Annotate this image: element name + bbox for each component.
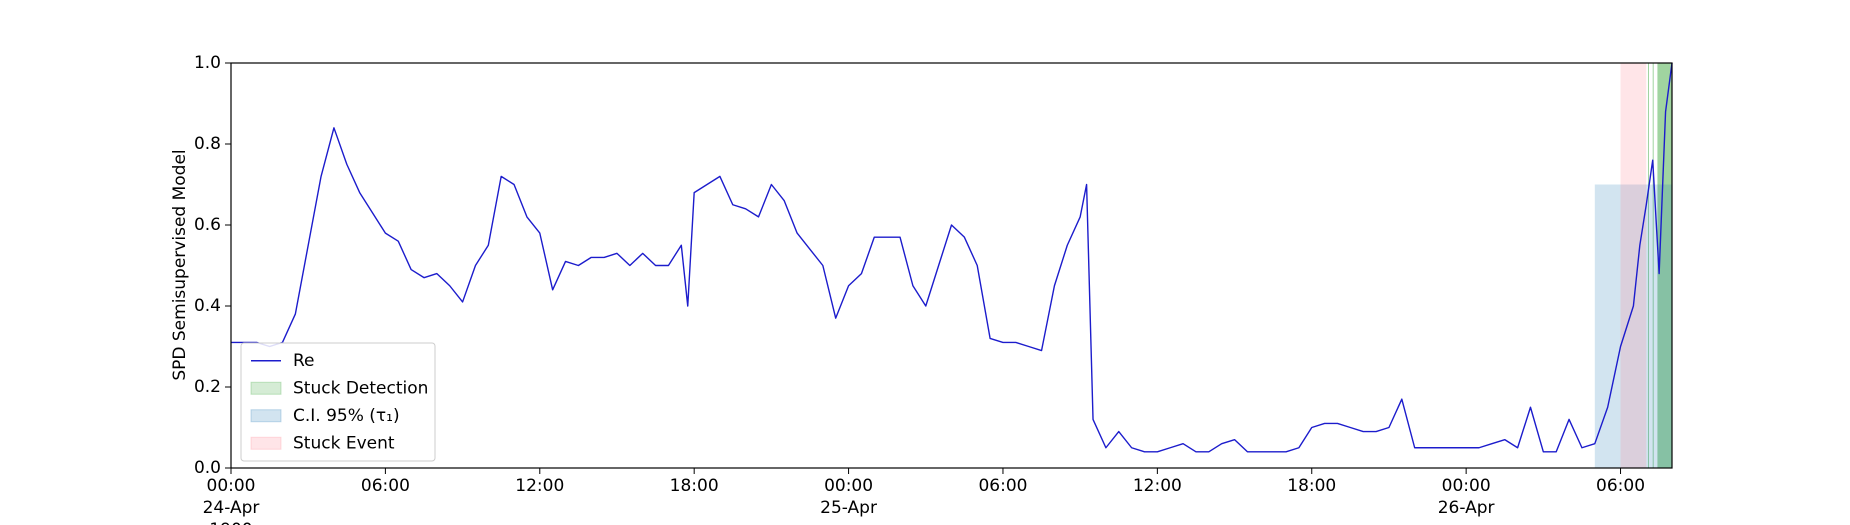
- axes-frame: [230, 62, 1673, 469]
- span: [1594, 184, 1672, 468]
- legend-patch: [250, 436, 282, 450]
- x-tick-label: 06:00: [978, 476, 1027, 496]
- x-tick-label: 06:00: [361, 476, 410, 496]
- span: [1657, 63, 1672, 468]
- y-tick-label: 0.6: [194, 215, 221, 235]
- x-tick-label: 00:00 26-Apr: [1438, 476, 1495, 518]
- x-tick-label: 12:00: [1133, 476, 1182, 496]
- span: [1652, 63, 1654, 468]
- span: [1620, 63, 1647, 468]
- y-tick-label: 1.0: [194, 53, 221, 73]
- y-tick-label: 0.8: [194, 134, 221, 154]
- legend-label: C.I. 95% (τ₁): [293, 406, 400, 426]
- y-axis-label: SPD Semisupervised Model: [170, 149, 190, 380]
- legend-patch: [250, 381, 282, 395]
- x-tick-label: 18:00: [670, 476, 719, 496]
- legend-label: Re: [293, 351, 315, 371]
- legend-label: Stuck Detection: [293, 378, 428, 398]
- y-tick-label: 0.2: [194, 377, 221, 397]
- legend-patch: [250, 409, 282, 423]
- span: [1647, 63, 1649, 468]
- x-tick-label: 06:00: [1596, 476, 1645, 496]
- x-tick-label: 18:00: [1287, 476, 1336, 496]
- line-series: [231, 62, 1673, 453]
- legend: Re Stuck Detection C.I. 95% (τ₁) Stuck Even…: [240, 342, 436, 462]
- y-tick-label: 0.4: [194, 296, 221, 316]
- x-tick-label: 00:00 25-Apr: [820, 476, 877, 518]
- legend-box: [240, 342, 436, 462]
- legend-label: Stuck Event: [293, 433, 395, 453]
- x-tick-label: 12:00: [515, 476, 564, 496]
- y-tick-label: 0.0: [194, 458, 221, 478]
